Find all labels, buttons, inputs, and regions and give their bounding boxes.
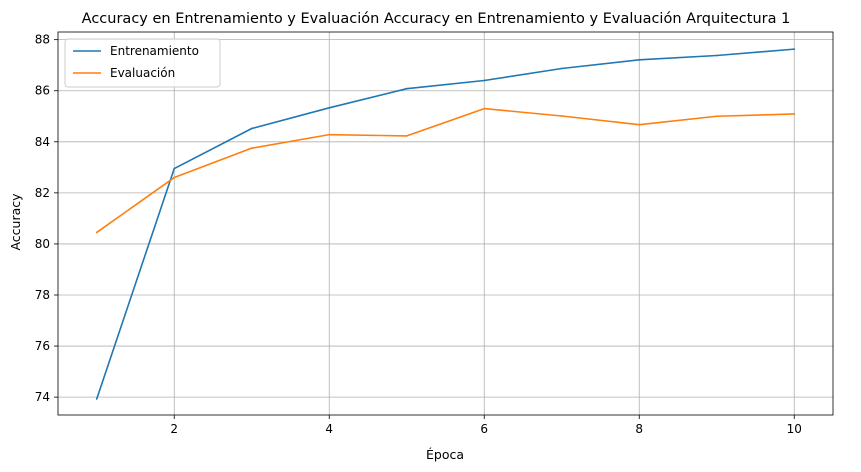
data-point	[95, 231, 98, 234]
axis-ticks: 2 4 6 8 10 74 76 78 80 82 84 86 88	[35, 33, 802, 436]
data-point	[250, 147, 253, 150]
data-point	[793, 48, 796, 51]
data-point	[715, 115, 718, 118]
data-point	[328, 106, 331, 109]
data-point	[560, 67, 563, 70]
y-tick-label: 82	[35, 186, 50, 200]
legend-box	[64, 38, 221, 88]
data-point	[405, 135, 408, 137]
data-point	[95, 398, 98, 400]
data-point	[793, 113, 796, 115]
y-tick-label: 88	[35, 33, 50, 47]
x-tick-label: 10	[787, 422, 802, 436]
data-point	[250, 127, 253, 130]
legend-label: Entrenamiento	[110, 44, 199, 58]
data-point	[638, 58, 641, 61]
y-tick-label: 80	[35, 237, 50, 251]
x-axis-title: Época	[426, 447, 464, 462]
series-line-1	[95, 48, 795, 400]
grid	[58, 32, 833, 415]
chart-title: Accuracy en Entrenamiento y Evaluación A…	[82, 11, 791, 27]
y-tick-label: 78	[35, 288, 50, 302]
y-tick-label: 74	[35, 390, 50, 404]
data-point	[405, 87, 408, 90]
x-tick-label: 6	[480, 422, 488, 436]
data-point	[560, 115, 563, 117]
y-tick-label: 76	[35, 339, 50, 353]
legend-label: Evaluación	[110, 66, 175, 80]
x-tick-label: 4	[325, 422, 333, 436]
data-point	[173, 176, 176, 179]
data-point	[483, 107, 486, 110]
data-point	[715, 54, 718, 57]
x-tick-label: 2	[170, 422, 178, 436]
y-axis-title: Accuracy	[8, 193, 23, 251]
series-line-2	[96, 107, 795, 234]
data-point	[638, 123, 641, 126]
data-point	[483, 79, 486, 82]
y-tick-label: 86	[35, 84, 50, 98]
y-tick-label: 84	[35, 135, 50, 149]
x-tick-label: 8	[635, 422, 643, 436]
data-point	[328, 133, 331, 136]
plot-frame	[57, 31, 834, 416]
data-point	[173, 167, 176, 170]
legend: Entrenamiento Evaluación	[64, 38, 221, 88]
series-layer	[95, 48, 796, 400]
